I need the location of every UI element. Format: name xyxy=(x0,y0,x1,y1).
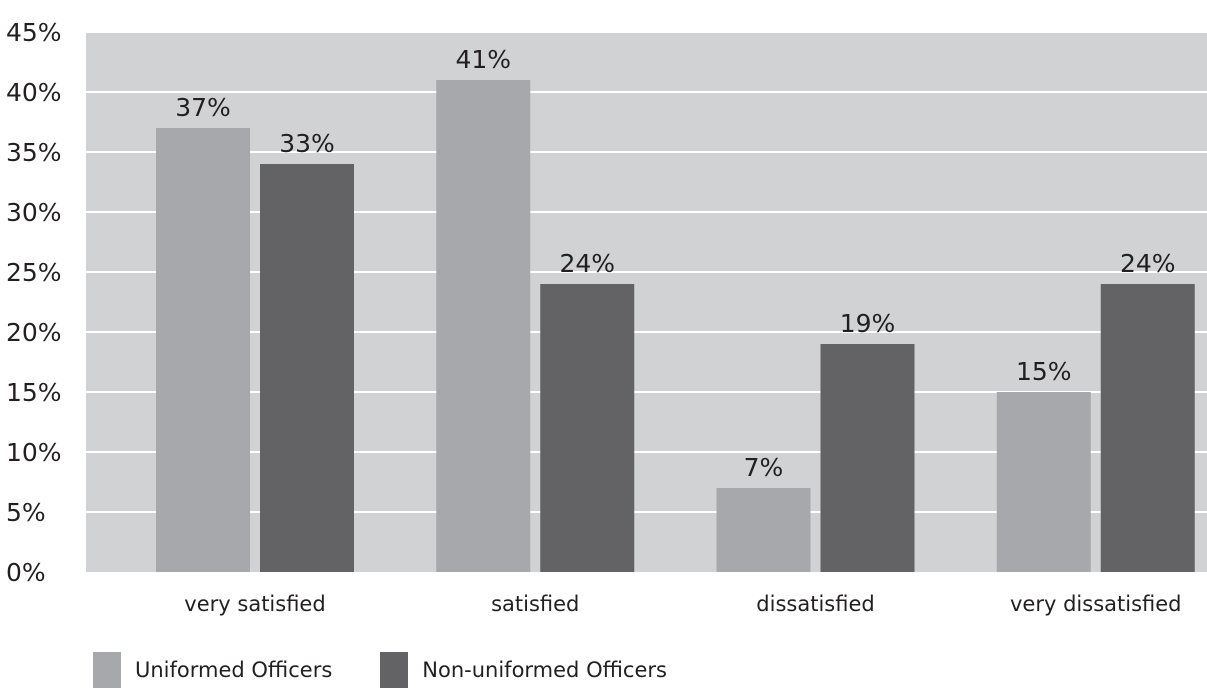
y-tick-label: 10% xyxy=(6,438,62,467)
y-tick-label: 25% xyxy=(6,258,62,287)
bar xyxy=(996,392,1091,572)
data-label: 19% xyxy=(840,309,896,338)
y-tick-label: 35% xyxy=(6,138,62,167)
x-tick-label: very satisfied xyxy=(184,592,325,616)
legend-item-non-uniformed: Non-uniformed Officers xyxy=(380,652,667,688)
y-tick-label: 20% xyxy=(6,318,62,347)
bar xyxy=(820,344,915,572)
y-tick-label: 40% xyxy=(6,78,62,107)
y-tick-label: 15% xyxy=(6,378,62,407)
y-tick-label: 30% xyxy=(6,198,62,227)
legend-label-uniformed: Uniformed Officers xyxy=(135,658,333,682)
bar xyxy=(156,128,250,572)
x-tick-label: satisfied xyxy=(491,592,579,616)
bar xyxy=(260,164,354,572)
legend: Uniformed Officers Non-uniformed Officer… xyxy=(93,652,715,688)
data-label: 24% xyxy=(559,249,615,278)
x-tick-label: very dissatisfied xyxy=(1010,592,1182,616)
bar xyxy=(1100,284,1195,572)
legend-swatch-non-uniformed xyxy=(380,652,409,688)
data-label: 24% xyxy=(1120,249,1176,278)
data-label: 7% xyxy=(744,453,784,482)
legend-item-uniformed: Uniformed Officers xyxy=(93,652,332,688)
legend-label-non-uniformed: Non-uniformed Officers xyxy=(422,658,667,682)
y-tick-label: 45% xyxy=(6,18,62,47)
bar xyxy=(436,80,531,572)
y-tick-label: 0% xyxy=(6,558,46,587)
bar xyxy=(540,284,635,572)
bar-chart: 0% 5% 10% 15% 20% 25% 30% 35% 40% 45% 37% 33% very s… xyxy=(6,18,1207,616)
x-tick-label: dissatisfied xyxy=(756,592,874,616)
data-label: 37% xyxy=(175,93,231,122)
data-label: 33% xyxy=(279,129,335,158)
data-label: 15% xyxy=(1016,357,1072,386)
legend-swatch-uniformed xyxy=(93,652,121,688)
y-tick-label: 5% xyxy=(6,498,46,527)
bar xyxy=(716,488,811,572)
data-label: 41% xyxy=(455,45,511,74)
